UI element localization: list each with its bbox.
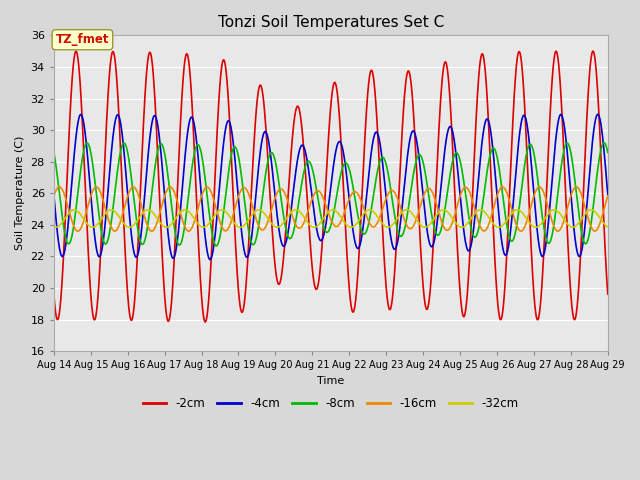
Line: -4cm: -4cm <box>54 114 608 260</box>
-2cm <box>168 288 176 294</box>
Line: -8cm: -8cm <box>54 143 608 246</box>
-4cm <box>408 131 415 137</box>
-2cm <box>604 291 612 297</box>
-8cm <box>602 143 610 148</box>
-2cm <box>602 262 610 267</box>
-32cm <box>163 224 170 230</box>
Y-axis label: Soil Temperature (C): Soil Temperature (C) <box>15 136 25 251</box>
-32cm <box>604 224 612 229</box>
Line: -16cm: -16cm <box>54 187 608 231</box>
-8cm <box>408 185 415 191</box>
-4cm <box>50 192 58 197</box>
-16cm <box>163 188 170 194</box>
-8cm <box>163 162 170 168</box>
-8cm <box>212 243 220 249</box>
-16cm <box>486 218 494 224</box>
-16cm <box>56 184 63 190</box>
-2cm <box>257 84 265 89</box>
-16cm <box>602 199 610 205</box>
-2cm <box>50 291 58 297</box>
-2cm <box>408 82 415 88</box>
-2cm <box>486 150 494 156</box>
-2cm <box>589 48 597 54</box>
-4cm <box>206 257 214 263</box>
-4cm <box>604 192 612 197</box>
-32cm <box>257 208 265 214</box>
-32cm <box>52 224 60 230</box>
-32cm <box>602 223 610 228</box>
Line: -32cm: -32cm <box>54 210 608 227</box>
-32cm <box>168 220 176 226</box>
-32cm <box>408 210 415 216</box>
Title: Tonzi Soil Temperatures Set C: Tonzi Soil Temperatures Set C <box>218 15 444 30</box>
Line: -2cm: -2cm <box>54 51 608 322</box>
-4cm <box>594 111 602 117</box>
-4cm <box>163 215 170 220</box>
-16cm <box>168 186 176 192</box>
-4cm <box>257 142 265 148</box>
-16cm <box>50 193 58 199</box>
-2cm <box>163 312 170 318</box>
X-axis label: Time: Time <box>317 376 344 386</box>
-16cm <box>408 226 415 231</box>
Text: TZ_fmet: TZ_fmet <box>56 33 109 46</box>
-32cm <box>486 216 494 222</box>
-4cm <box>602 169 610 175</box>
-8cm <box>604 149 612 155</box>
-32cm <box>50 224 58 229</box>
-4cm <box>486 124 494 130</box>
-4cm <box>168 255 176 261</box>
-16cm <box>604 193 612 199</box>
-8cm <box>257 204 265 210</box>
-8cm <box>50 150 58 156</box>
Legend: -2cm, -4cm, -8cm, -16cm, -32cm: -2cm, -4cm, -8cm, -16cm, -32cm <box>138 392 524 415</box>
-32cm <box>588 207 595 213</box>
-8cm <box>168 210 176 216</box>
-8cm <box>486 153 494 158</box>
-16cm <box>257 227 265 232</box>
-16cm <box>74 228 82 234</box>
-8cm <box>600 140 608 145</box>
-2cm <box>202 319 209 325</box>
